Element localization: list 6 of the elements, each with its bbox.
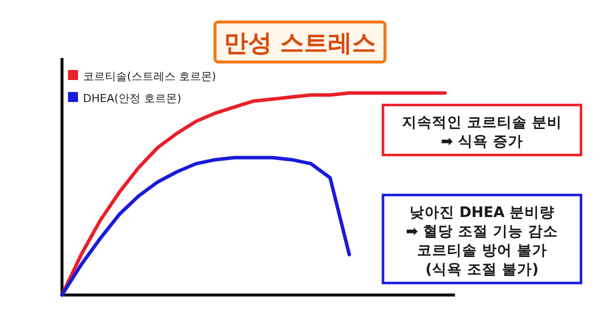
chart-title: 만성 스트레스 [224,29,376,57]
title: 만성 스트레스 [214,20,386,64]
legend-label: 코르티솔(스트레스 호르몬) [83,70,216,83]
annotation: 낮아진 DHEA 분비량 ➡ 혈당 조절 기능 감소 코르티솔 방어 불가 (식욕 조절 불가) [406,205,558,278]
annotation: 지속적인 코르티솔 분비 ➡ 식욕 증가 [402,115,562,150]
legend-label: DHEA(안정 호르몬) [83,92,182,105]
